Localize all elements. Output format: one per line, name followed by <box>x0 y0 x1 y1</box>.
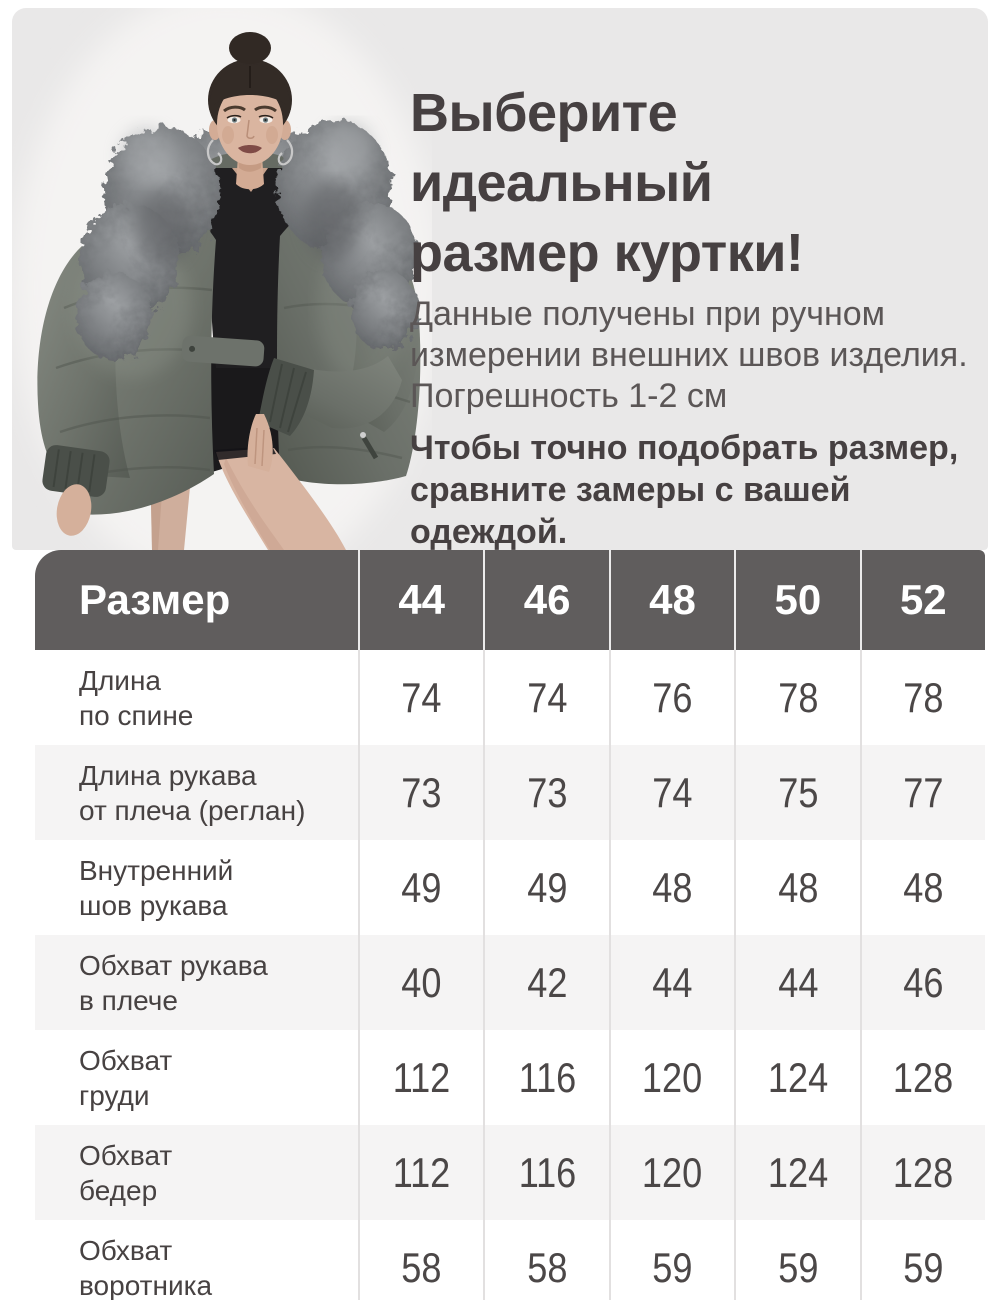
cell-size-44: 112 <box>358 1030 483 1125</box>
cell-size-44: 49 <box>358 840 483 935</box>
table-row: Обхват воротника 58 58 59 59 59 <box>35 1220 985 1300</box>
size-table-body: Длина по спине 74 74 76 78 78 Длина рука… <box>35 650 985 1300</box>
cell-size-48: 74 <box>608 745 734 840</box>
cell-size-48: 120 <box>608 1030 734 1125</box>
hero-panel: Выберите идеальный размер куртки! Данные… <box>12 8 988 553</box>
cell-size-50: 124 <box>734 1125 859 1220</box>
row-label: Обхват воротника <box>79 1234 213 1300</box>
row-label: Обхват груди <box>79 1044 173 1111</box>
cell-size-44: 74 <box>358 650 483 745</box>
header-size-48: 48 <box>608 550 734 650</box>
cell-size-46: 74 <box>483 650 608 745</box>
cell-size-48: 59 <box>608 1220 734 1300</box>
cell-size-46: 42 <box>483 935 608 1030</box>
table-row: Обхват рукава в плече 40 42 44 44 46 <box>35 935 985 1030</box>
table-row: Длина по спине 74 74 76 78 78 <box>35 650 985 745</box>
cell-size-44: 58 <box>358 1220 483 1300</box>
cell-size-46: 116 <box>483 1030 608 1125</box>
cell-size-46: 58 <box>483 1220 608 1300</box>
cell-size-48: 44 <box>608 935 734 1030</box>
header-size-46: 46 <box>483 550 608 650</box>
size-table: Размер 44 46 48 50 52 Длина по спине 74 … <box>35 550 985 1300</box>
table-row: Длина рукава от плеча (реглан) 73 73 74 … <box>35 745 985 840</box>
cell-size-46: 116 <box>483 1125 608 1220</box>
cell-size-52: 77 <box>859 745 985 840</box>
cell-size-48: 76 <box>608 650 734 745</box>
row-label: Внутренний шов рукава <box>79 854 234 921</box>
cell-size-50: 124 <box>734 1030 859 1125</box>
model-photo <box>12 8 432 550</box>
cell-size-46: 73 <box>483 745 608 840</box>
cell-size-52: 59 <box>859 1220 985 1300</box>
header-size-52: 52 <box>859 550 985 650</box>
cell-size-52: 48 <box>859 840 985 935</box>
fit-advice-note: Чтобы точно подобрать размер, сравните з… <box>410 429 959 551</box>
row-label: Обхват рукава в плече <box>79 949 268 1016</box>
cell-size-52: 128 <box>859 1125 985 1220</box>
table-row: Внутренний шов рукава 49 49 48 48 48 <box>35 840 985 935</box>
cell-size-52: 78 <box>859 650 985 745</box>
row-label: Длина по спине <box>79 664 194 731</box>
row-label: Длина рукава от плеча (реглан) <box>79 759 306 826</box>
hero-text-block: Выберите идеальный размер куртки! Данные… <box>410 78 982 553</box>
cell-size-46: 49 <box>483 840 608 935</box>
cell-size-50: 44 <box>734 935 859 1030</box>
cell-size-52: 46 <box>859 935 985 1030</box>
cell-size-50: 78 <box>734 650 859 745</box>
measurement-description: Данные получены при ручном измерении вне… <box>410 295 968 415</box>
cell-size-44: 112 <box>358 1125 483 1220</box>
table-row: Обхват груди 112 116 120 124 128 <box>35 1030 985 1125</box>
header-size-50: 50 <box>734 550 859 650</box>
header-size-44: 44 <box>358 550 483 650</box>
cell-size-50: 48 <box>734 840 859 935</box>
header-size-label: Размер <box>79 576 231 623</box>
table-row: Обхват бедер 112 116 120 124 128 <box>35 1125 985 1220</box>
cell-size-48: 48 <box>608 840 734 935</box>
cell-size-52: 128 <box>859 1030 985 1125</box>
page-title: Выберите идеальный размер куртки! <box>410 83 804 283</box>
cell-size-50: 59 <box>734 1220 859 1300</box>
cell-size-44: 73 <box>358 745 483 840</box>
size-table-header: Размер 44 46 48 50 52 <box>35 550 985 650</box>
cell-size-48: 120 <box>608 1125 734 1220</box>
cell-size-50: 75 <box>734 745 859 840</box>
row-label: Обхват бедер <box>79 1139 173 1206</box>
cell-size-44: 40 <box>358 935 483 1030</box>
model-face <box>206 32 294 190</box>
